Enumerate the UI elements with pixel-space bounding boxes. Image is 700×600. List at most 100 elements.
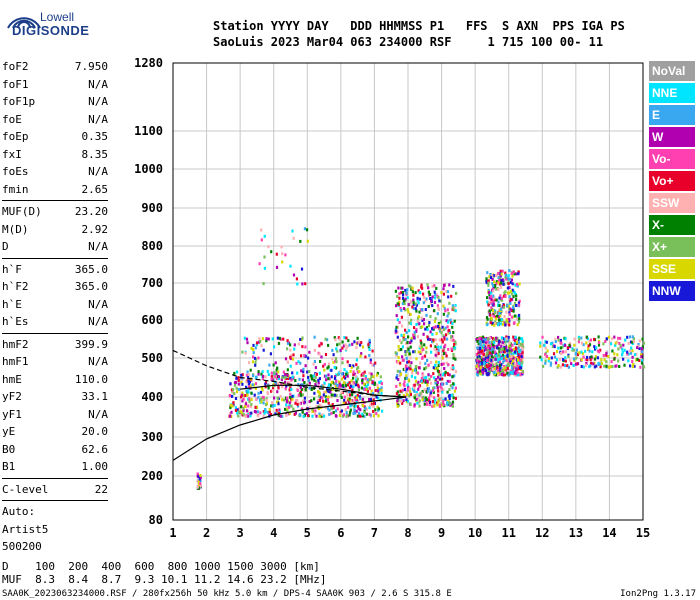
echo-point xyxy=(596,356,599,360)
echo-point xyxy=(401,355,404,359)
echo-point xyxy=(349,369,352,373)
echo-point xyxy=(426,387,429,391)
echo-point xyxy=(286,347,289,351)
parameter-value: 62.6 xyxy=(81,442,109,456)
echo-point xyxy=(229,414,232,418)
echo-point xyxy=(342,414,345,418)
echo-point xyxy=(249,412,252,415)
echo-point xyxy=(264,408,267,412)
echo-point xyxy=(402,367,405,371)
echo-point xyxy=(351,389,354,392)
x-tick-label: 9 xyxy=(438,526,445,540)
echo-point xyxy=(250,402,253,406)
echo-point xyxy=(590,361,593,365)
echo-point xyxy=(355,346,358,350)
echo-point xyxy=(515,340,518,344)
echo-point xyxy=(237,379,240,382)
echo-point xyxy=(627,352,630,356)
parameter-value: 1.00 xyxy=(81,460,109,473)
echo-point xyxy=(512,356,515,360)
echo-point xyxy=(554,361,558,365)
echo-point xyxy=(554,337,557,341)
echo-point xyxy=(412,303,415,306)
echo-point xyxy=(451,400,455,404)
echo-point xyxy=(340,409,343,413)
echo-point xyxy=(254,346,257,350)
echo-point xyxy=(272,379,275,383)
echo-point xyxy=(296,402,299,406)
echo-point xyxy=(236,408,239,412)
echo-point xyxy=(405,356,408,360)
echo-point xyxy=(425,390,428,394)
echo-point xyxy=(511,274,514,278)
echo-point xyxy=(489,273,492,276)
echo-point xyxy=(506,286,509,290)
echo-point xyxy=(479,356,482,360)
echo-point xyxy=(631,335,634,339)
echo-point xyxy=(276,396,279,400)
echo-point xyxy=(505,371,508,375)
echo-point xyxy=(442,292,445,296)
echo-point xyxy=(500,307,503,311)
echo-point xyxy=(432,326,435,330)
echo-point xyxy=(501,281,504,285)
echo-point xyxy=(507,335,510,339)
echo-point xyxy=(480,369,483,373)
echo-point xyxy=(630,346,633,350)
echo-point xyxy=(494,346,497,350)
echo-point xyxy=(503,373,506,377)
echo-point xyxy=(335,384,338,388)
echo-point xyxy=(352,364,355,368)
echo-point xyxy=(306,370,309,374)
echo-point xyxy=(273,372,276,376)
echo-point xyxy=(400,348,403,351)
echo-point xyxy=(291,371,294,375)
echo-point xyxy=(487,355,490,358)
echo-point xyxy=(284,387,287,391)
echo-point xyxy=(610,342,613,346)
echo-point xyxy=(547,359,550,363)
echo-point xyxy=(286,407,289,411)
echo-point xyxy=(482,358,485,362)
echo-point xyxy=(367,343,370,347)
echo-point xyxy=(277,402,280,406)
echo-point xyxy=(504,320,507,324)
echo-point xyxy=(313,348,316,352)
echo-point xyxy=(520,364,523,368)
echo-point xyxy=(500,286,503,289)
profile-line xyxy=(172,396,407,461)
echo-point xyxy=(621,347,624,351)
echo-point xyxy=(330,395,333,399)
echo-point xyxy=(414,365,417,369)
echo-point xyxy=(518,360,521,364)
polarization-legend: NoVal NNE E W Vo- Vo+ SSW X- X+ SSE NNW xyxy=(649,61,695,303)
parameter-value: 2.92 xyxy=(81,222,109,236)
echo-point xyxy=(307,378,310,382)
echo-point xyxy=(299,401,303,405)
echo-point xyxy=(442,362,445,366)
echo-point xyxy=(504,342,507,346)
echo-point xyxy=(497,310,501,314)
echo-point xyxy=(505,335,508,339)
echo-point xyxy=(264,408,267,411)
echo-point xyxy=(448,331,451,335)
echo-point xyxy=(512,362,515,366)
echo-point xyxy=(476,372,479,376)
echo-point xyxy=(515,365,518,369)
echo-point xyxy=(268,407,271,411)
echo-point xyxy=(413,336,416,340)
echo-point xyxy=(490,354,494,358)
echo-point xyxy=(403,384,406,388)
echo-point xyxy=(237,376,240,380)
echo-point xyxy=(308,386,311,390)
echo-point xyxy=(341,361,344,365)
echo-point xyxy=(242,397,245,401)
echo-point xyxy=(429,389,433,393)
echo-point xyxy=(258,337,261,341)
echo-point xyxy=(289,348,292,352)
echo-point xyxy=(516,323,519,327)
echo-point xyxy=(498,313,501,316)
echo-point xyxy=(488,363,491,367)
echo-point xyxy=(436,304,439,308)
echo-point xyxy=(504,370,507,374)
